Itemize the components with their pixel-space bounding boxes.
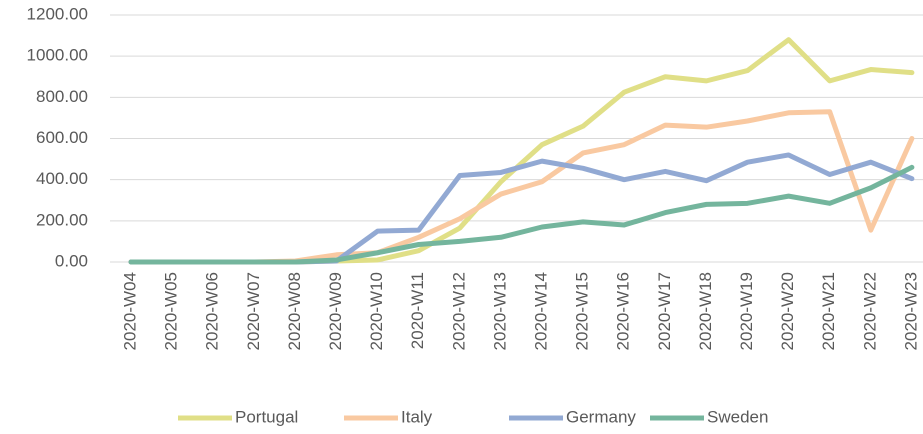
series-line bbox=[128, 37, 915, 265]
x-tick-label: 2020-W16 bbox=[614, 272, 633, 350]
legend-label: Portugal bbox=[235, 407, 298, 426]
series-line bbox=[128, 109, 915, 265]
x-tick-label: 2020-W21 bbox=[819, 272, 838, 350]
x-tick-label: 2020-W15 bbox=[573, 272, 592, 350]
x-tick-label: 2020-W19 bbox=[737, 272, 756, 350]
y-tick-label: 0.00 bbox=[55, 251, 88, 270]
y-tick-label: 1200.00 bbox=[27, 4, 88, 23]
x-tick-label: 2020-W12 bbox=[449, 272, 468, 350]
y-tick-label: 800.00 bbox=[36, 87, 88, 106]
y-tick-label: 200.00 bbox=[36, 210, 88, 229]
x-tick-label: 2020-W18 bbox=[696, 272, 715, 350]
legend-label: Sweden bbox=[707, 407, 768, 426]
x-tick-label: 2020-W08 bbox=[285, 272, 304, 350]
y-tick-label: 400.00 bbox=[36, 169, 88, 188]
x-tick-label: 2020-W17 bbox=[655, 272, 674, 350]
legend-label: Germany bbox=[566, 407, 636, 426]
series-line bbox=[128, 164, 915, 265]
x-tick-label: 2020-W23 bbox=[901, 272, 920, 350]
legend-label: Italy bbox=[401, 407, 433, 426]
x-tick-label: 2020-W22 bbox=[860, 272, 879, 350]
x-tick-label: 2020-W05 bbox=[162, 272, 181, 350]
x-tick-label: 2020-W11 bbox=[408, 272, 427, 349]
x-tick-label: 2020-W10 bbox=[367, 272, 386, 350]
x-tick-label: 2020-W04 bbox=[120, 272, 139, 350]
y-tick-label: 600.00 bbox=[36, 128, 88, 147]
series-line bbox=[128, 152, 915, 265]
x-tick-label: 2020-W20 bbox=[778, 272, 797, 350]
x-tick-label: 2020-W14 bbox=[531, 272, 550, 350]
x-tick-label: 2020-W07 bbox=[244, 272, 263, 350]
x-tick-label: 2020-W13 bbox=[490, 272, 509, 350]
y-tick-label: 1000.00 bbox=[27, 46, 88, 65]
x-tick-label: 2020-W06 bbox=[203, 272, 222, 350]
x-tick-label: 2020-W09 bbox=[326, 272, 345, 350]
